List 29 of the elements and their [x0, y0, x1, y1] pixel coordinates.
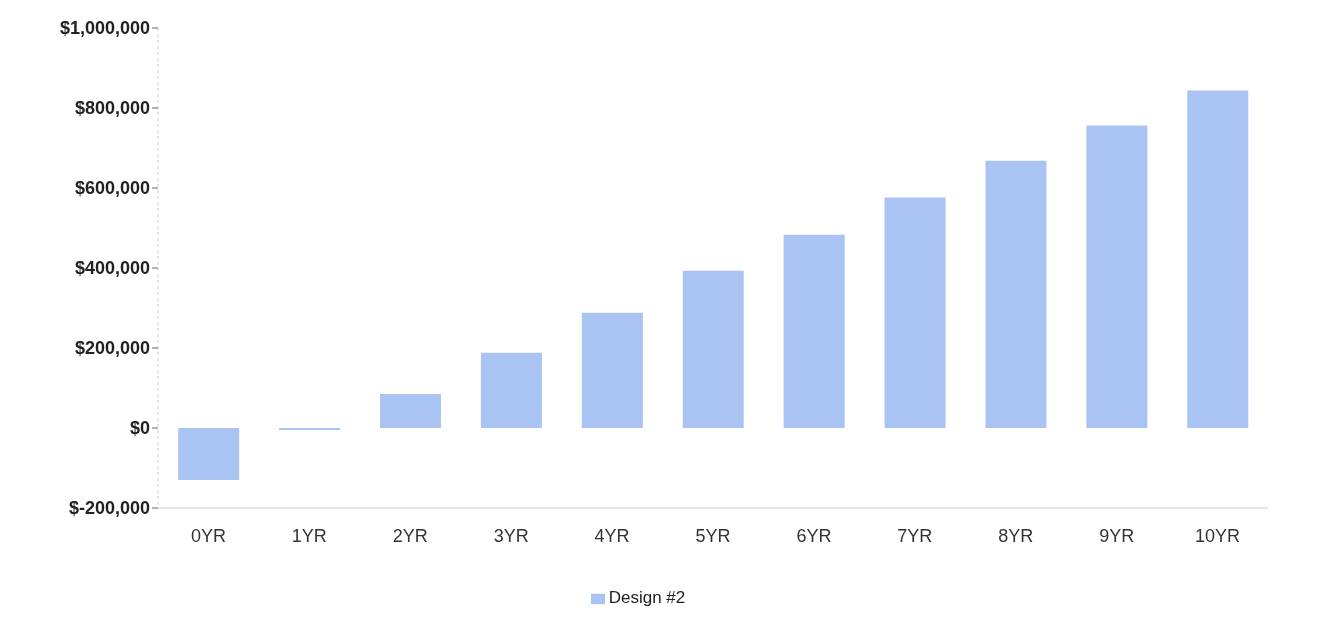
- bar: [581, 312, 643, 428]
- bar: [380, 394, 441, 428]
- bar: [480, 352, 542, 428]
- y-tick-label: $200,000: [74, 338, 150, 359]
- x-tick-label: 8YR: [998, 525, 1034, 546]
- y-tick-label: $1,000,000: [59, 18, 150, 39]
- x-tick-label: 3YR: [493, 525, 529, 546]
- x-tick-label: 2YR: [392, 525, 428, 546]
- bar: [178, 428, 240, 480]
- x-tick-label: 7YR: [897, 525, 933, 546]
- bar: [783, 234, 845, 428]
- x-tick-label: 9YR: [1099, 525, 1135, 546]
- y-tick-label: $-200,000: [68, 498, 150, 519]
- x-tick-label: 5YR: [695, 525, 731, 546]
- legend-label: Design #2: [608, 588, 686, 607]
- y-tick-label: $600,000: [74, 178, 150, 199]
- x-tick-label: 0YR: [190, 525, 226, 546]
- x-tick-label: 1YR: [291, 525, 327, 546]
- bar: [1187, 90, 1249, 428]
- y-tick-label: $400,000: [74, 258, 150, 279]
- bar: [985, 160, 1047, 428]
- bar: [884, 197, 946, 428]
- x-tick-label: 10YR: [1195, 525, 1241, 546]
- x-tick-label: 6YR: [796, 525, 832, 546]
- x-tick-label: 4YR: [594, 525, 630, 546]
- bar: [682, 270, 744, 428]
- y-tick-label: $0: [129, 418, 150, 439]
- bar: [1086, 125, 1148, 428]
- y-tick-label: $800,000: [74, 98, 150, 119]
